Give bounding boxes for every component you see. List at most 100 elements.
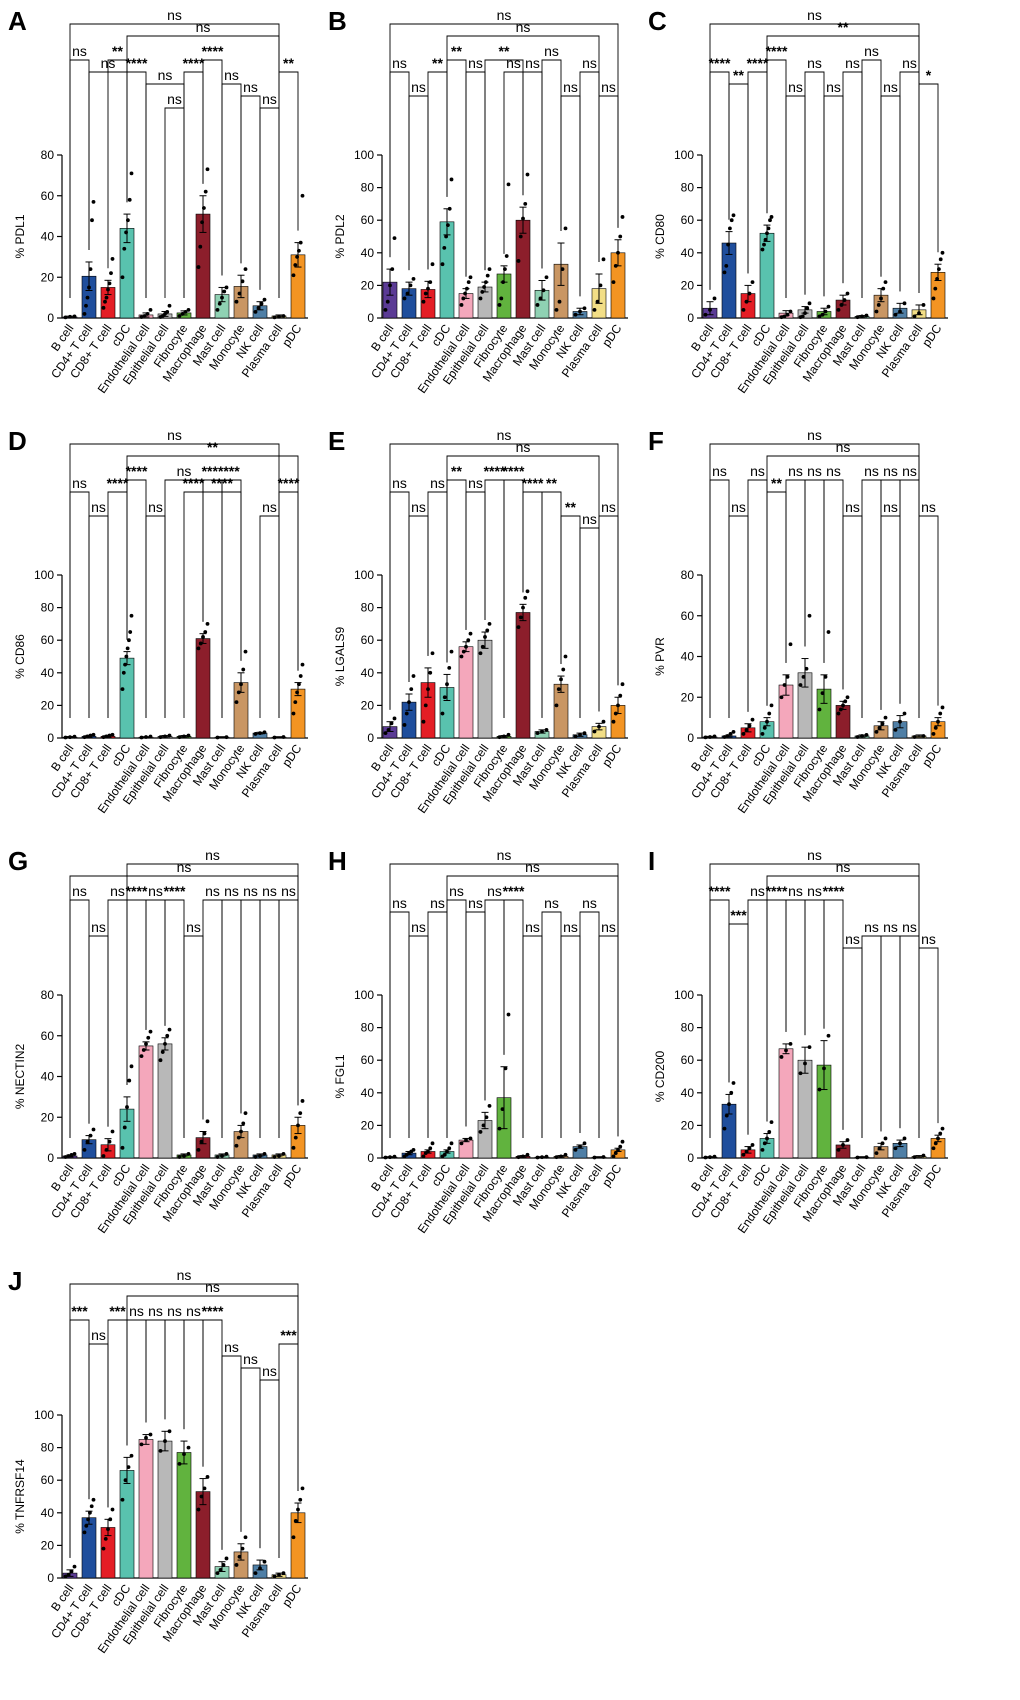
significance-bracket <box>427 911 448 1138</box>
data-point <box>243 267 248 271</box>
significance-label: ns <box>177 859 192 875</box>
data-point <box>798 1071 803 1076</box>
data-point <box>883 280 888 285</box>
y-tick-label: 100 <box>354 988 374 1002</box>
significance-bracket <box>785 479 806 663</box>
significance-label: ns <box>186 1303 201 1319</box>
data-point <box>262 297 267 302</box>
data-point <box>120 687 125 691</box>
data-point <box>826 630 831 634</box>
y-tick-label: 80 <box>41 988 55 1002</box>
significance-label: ns <box>243 1351 258 1367</box>
data-point <box>298 240 303 245</box>
significance-label: ns <box>601 919 616 935</box>
data-point <box>125 1105 129 1109</box>
significance-label: ns <box>196 19 211 35</box>
data-point <box>258 1566 262 1571</box>
significance-bracket <box>221 1355 242 1550</box>
data-point <box>165 309 170 314</box>
y-tick-label: 40 <box>361 1086 375 1100</box>
significance-bracket <box>69 899 90 1138</box>
significance-bracket <box>183 1319 204 1467</box>
data-point <box>220 1154 224 1158</box>
data-point <box>782 314 787 319</box>
data-point <box>482 285 486 289</box>
data-point <box>541 288 546 293</box>
y-tick-label: 60 <box>681 213 695 227</box>
significance-bracket <box>747 479 768 712</box>
data-point <box>898 719 902 724</box>
data-point <box>468 631 473 636</box>
data-point <box>838 707 843 712</box>
y-axis-title: % FGL1 <box>333 1054 347 1098</box>
panel-d: D 0 20 40 60 80 100% CD86 B cell CD4+ T cell CD8+… <box>0 420 330 860</box>
data-point <box>408 283 413 288</box>
significance-bracket <box>202 491 242 661</box>
significance-bracket <box>278 899 299 1138</box>
significance-label: ns <box>262 883 277 899</box>
significance-label: ns <box>836 439 851 455</box>
data-point <box>817 707 822 712</box>
data-point <box>182 734 186 739</box>
data-point <box>769 1120 774 1125</box>
data-point <box>836 1147 841 1152</box>
data-point <box>763 237 768 242</box>
data-point <box>497 735 502 740</box>
data-point <box>466 280 471 285</box>
data-point <box>107 281 112 286</box>
y-tick-label: 20 <box>361 698 375 712</box>
data-point <box>728 226 732 231</box>
data-point <box>88 1133 93 1138</box>
significance-label: ns <box>262 91 277 107</box>
significance-bracket <box>145 899 166 1030</box>
significance-label: ns <box>525 55 540 71</box>
y-tick-label: 60 <box>361 1053 375 1067</box>
data-point <box>722 1126 727 1131</box>
significance-bracket <box>579 527 600 718</box>
data-point <box>766 226 771 231</box>
panel-label: A <box>8 6 27 36</box>
significance-bracket <box>918 947 939 1138</box>
data-point <box>874 1151 879 1156</box>
data-point <box>616 703 620 708</box>
data-point <box>392 716 397 721</box>
data-point <box>203 630 208 634</box>
data-point <box>563 654 568 659</box>
significance-bracket <box>240 1367 261 1549</box>
significance-label: *** <box>730 907 747 923</box>
data-point <box>744 1149 749 1154</box>
y-tick-label: 40 <box>41 1070 55 1084</box>
x-tick-label: pDC <box>919 321 944 349</box>
significance-bracket <box>728 515 749 718</box>
bar-cdc <box>119 657 135 739</box>
significance-bracket <box>842 71 863 298</box>
data-point <box>277 314 281 319</box>
data-point <box>525 589 530 594</box>
data-point <box>120 275 125 280</box>
data-point <box>902 711 907 716</box>
data-point <box>218 1567 223 1572</box>
data-point <box>940 705 945 710</box>
significance-bracket <box>107 899 128 1127</box>
data-point <box>199 1139 204 1144</box>
data-point <box>855 735 860 739</box>
significance-bracket <box>221 899 242 1138</box>
panel-e: E 0 20 40 60 80 100% LGALS9 B cell CD4+ T cell CD… <box>320 420 650 860</box>
significance-bracket <box>88 935 109 1127</box>
data-point <box>167 1429 172 1434</box>
y-axis-title: % LGALS9 <box>333 626 347 686</box>
significance-label: **** <box>766 883 788 899</box>
data-point <box>129 613 134 618</box>
significance-label: ns <box>836 859 851 875</box>
data-point <box>128 630 133 634</box>
data-point <box>503 267 507 271</box>
data-point <box>518 615 523 620</box>
y-axis-title: % CD86 <box>13 634 27 679</box>
data-point <box>836 307 841 312</box>
data-point <box>234 700 239 705</box>
significance-bracket <box>579 911 600 1138</box>
data-point <box>936 719 940 724</box>
data-point <box>87 285 91 290</box>
data-point <box>931 296 936 301</box>
data-point <box>241 667 246 672</box>
